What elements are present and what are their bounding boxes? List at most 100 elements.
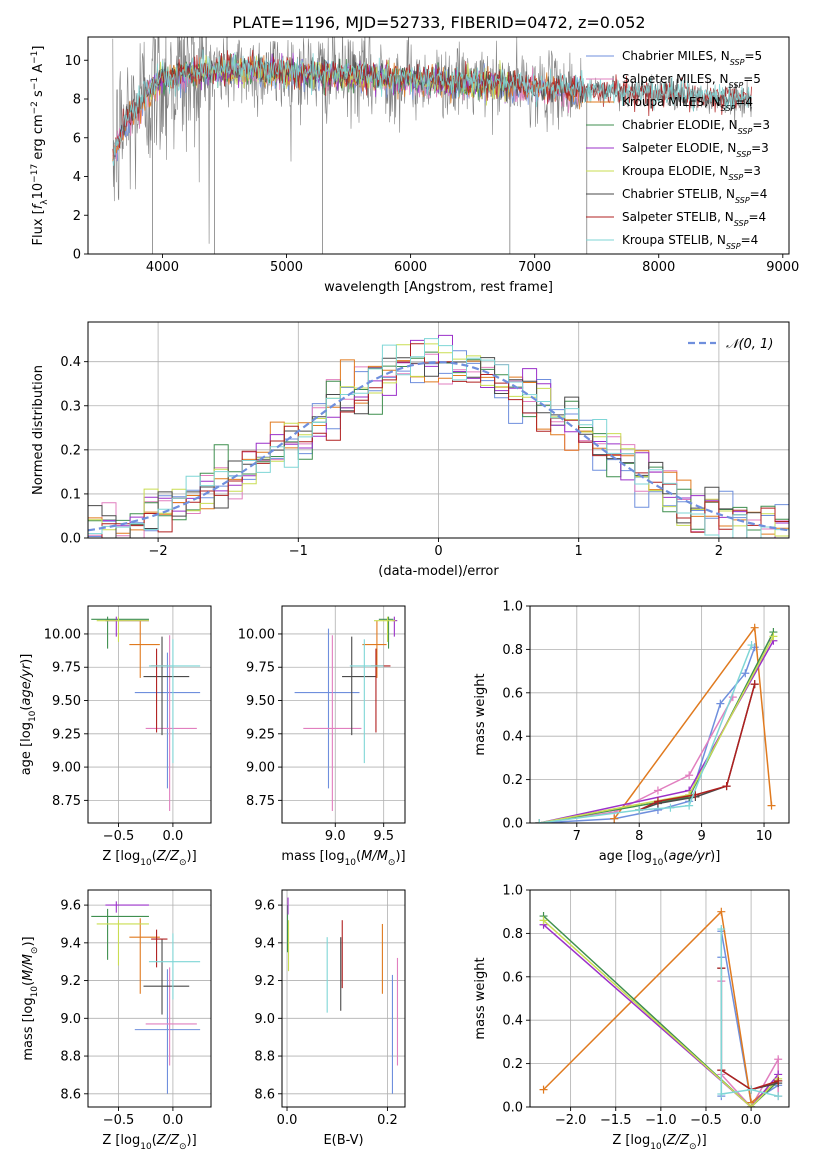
y-axis-label-part: ⊙ [30, 947, 40, 955]
x-tick-label: 5000 [270, 260, 303, 275]
plot-area-age_vs_Z [91, 616, 201, 812]
y-tick-label: 8.6 [254, 1087, 275, 1102]
y-tick-label: 9.2 [60, 974, 81, 989]
y-tick-label: 9.4 [60, 936, 81, 951]
x-axis-label-part: 10 [652, 858, 664, 868]
plot-residuals: −2 −1 0 1 2 0.0 0.1 0.2 0.3 0.4 𝒩(0, 1) (data-model… [31, 321, 790, 579]
plot-mass_vs_EBV: 0.0 0.2 8.6 8.8 9.0 9.2 9.4 9.6 E(B-V) [254, 889, 406, 1148]
y-axis-label-part: f [31, 202, 46, 209]
residual-histogram [88, 343, 789, 538]
y-tick-label: 8.8 [60, 1050, 81, 1065]
x-tick-label: −0.5 [690, 1113, 722, 1128]
x-axis-label-part: Z [log [102, 849, 140, 864]
y-tick-label: 8.8 [254, 1050, 275, 1065]
y-tick-label: 10 [64, 54, 81, 69]
legend-name: Salpeter MILES, N [622, 72, 729, 86]
x-axis-label-part: ⊙ [388, 858, 396, 868]
weight-line [720, 929, 779, 1097]
legend-label: Chabrier MILES, NSSP=5 [622, 49, 762, 67]
y-axis-label-part: 10 [30, 986, 40, 998]
y-tick-label: 0.3 [60, 399, 81, 414]
y-tick-label: 0.4 [502, 730, 523, 745]
y-tick-label: 9.25 [246, 727, 275, 742]
x-tick-label: −2.0 [555, 1113, 587, 1128]
y-axis-label-part: λ [40, 199, 50, 205]
x-axis-label-part: ( [663, 849, 668, 864]
x-axis-label-part: (data-model)/error [378, 564, 499, 579]
axes-frame [529, 889, 790, 1108]
y-tick-label: 0.4 [502, 1014, 523, 1029]
weight-marker [653, 786, 662, 795]
axes-frame [281, 605, 406, 824]
y-axis-label-part: −1 [30, 77, 40, 90]
errorbar-point [151, 929, 168, 968]
x-axis-label-part: mass [log [281, 849, 344, 864]
x-tick-label: 4000 [146, 260, 179, 275]
legend-subscript: SSP [726, 242, 741, 251]
x-tick-label: 8 [635, 829, 643, 844]
figure-title: PLATE=1196, MJD=52733, FIBERID=0472, z=0… [232, 13, 645, 32]
legend-count: =4 [748, 210, 766, 224]
y-axis-label-part: Normed distribution [31, 365, 46, 495]
y-tick-label: 10.00 [238, 627, 275, 642]
errorbar-point [145, 635, 197, 812]
legend-count: =4 [750, 187, 768, 201]
y-tick-label: 9.0 [254, 1012, 275, 1027]
weight-marker [716, 699, 725, 708]
y-axis-label-part: −1 [30, 51, 40, 64]
x-axis-label: E(B-V) [323, 1133, 363, 1148]
errorbar-point [294, 628, 360, 789]
errorbar-point [342, 636, 376, 736]
y-tick-label: 0.0 [502, 1101, 523, 1116]
y-axis-label: age [log10(age/yr)] [19, 654, 38, 776]
weight-line [542, 915, 779, 1107]
weight-marker [685, 771, 694, 780]
x-axis-label: age [log10(age/yr)] [599, 849, 721, 868]
residual-histogram [88, 359, 789, 538]
legend-label: Salpeter STELIB, NSSP=4 [622, 210, 766, 228]
x-tick-label: 0 [434, 544, 442, 559]
x-tick-label: −2 [149, 544, 168, 559]
y-tick-label: 0.1 [60, 487, 81, 502]
normal-legend-label: 𝒩(0, 1) [726, 337, 773, 352]
legend-subscript: SSP [736, 150, 751, 159]
errorbar-point [143, 939, 190, 1015]
x-axis-label-part: 10 [650, 1142, 662, 1152]
weight-marker [717, 907, 726, 916]
legend-count: =3 [751, 141, 769, 155]
x-tick-label: 6000 [394, 260, 427, 275]
x-axis-label-part: ⊙ [179, 858, 187, 868]
weight-line [720, 968, 779, 1091]
normal-curve [88, 360, 789, 532]
weight-line [542, 919, 779, 1107]
weight-marker [666, 803, 675, 812]
legend-subscript: SSP [738, 127, 753, 136]
legend-subscript: SSP [729, 81, 744, 90]
y-axis-label-part: A [31, 64, 46, 77]
y-axis-label-part: age/yr [19, 662, 34, 705]
weight-line [720, 968, 779, 1091]
x-axis-label-part: Z/Z [666, 1133, 690, 1148]
legend-count: =5 [744, 49, 762, 63]
weight-marker [717, 925, 726, 934]
x-axis-label: wavelength [Angstrom, rest frame] [324, 280, 553, 295]
weight-marker [747, 641, 756, 650]
x-axis-label-part: Z [log [102, 1133, 140, 1148]
legend-label: Kroupa MILES, NSSP=4 [622, 95, 753, 113]
x-axis-label-part: 10 [140, 1142, 152, 1152]
y-axis-label-part: Flux [ [31, 209, 46, 245]
x-axis-label-part: )] [697, 1133, 707, 1148]
plot-area-mass_vs_Z [91, 901, 201, 1094]
errorbar-point [148, 933, 201, 1000]
legend-label: Chabrier ELODIE, NSSP=3 [622, 118, 770, 136]
plot-area-spectrum [112, 37, 752, 254]
errorbar-point [349, 639, 384, 764]
x-axis-label-part: )] [395, 849, 405, 864]
axes-frame [87, 321, 790, 539]
legend-count: =4 [741, 233, 759, 247]
weight-line [539, 631, 775, 823]
x-tick-label: −0.5 [103, 829, 135, 844]
